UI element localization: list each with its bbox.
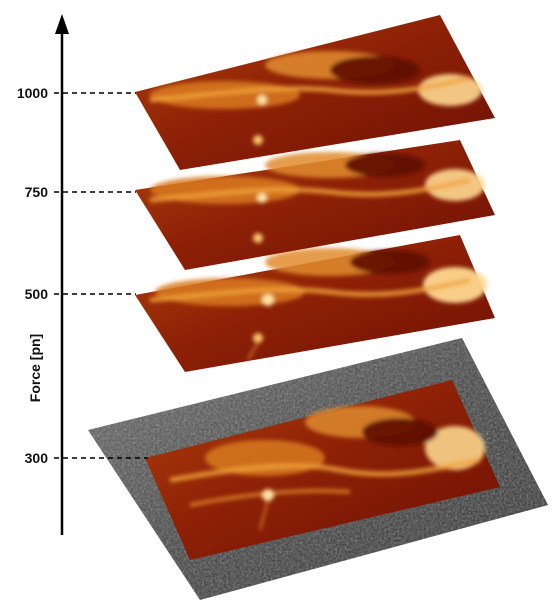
axis-arrowhead (55, 14, 69, 34)
afm-layer-500 (135, 235, 495, 372)
cell-features-300 (169, 406, 485, 531)
cell-features-750 (149, 152, 485, 243)
tick-label-750: 750 (25, 184, 49, 200)
afm-layer-300 (88, 338, 548, 600)
axis-ticks: 1000 750 500 300 (17, 85, 148, 466)
afm-layer-750 (135, 140, 495, 270)
cell-features-1000 (149, 51, 482, 145)
cell-surface-1000 (135, 15, 495, 170)
force-axis: Force [pn] (27, 14, 69, 535)
tick-label-500: 500 (25, 286, 49, 302)
axis-title: Force [pn] (27, 334, 43, 402)
cell-features-500 (149, 248, 487, 361)
tick-label-300: 300 (25, 450, 49, 466)
tick-label-1000: 1000 (17, 85, 48, 101)
afm-layer-1000 (135, 15, 495, 170)
